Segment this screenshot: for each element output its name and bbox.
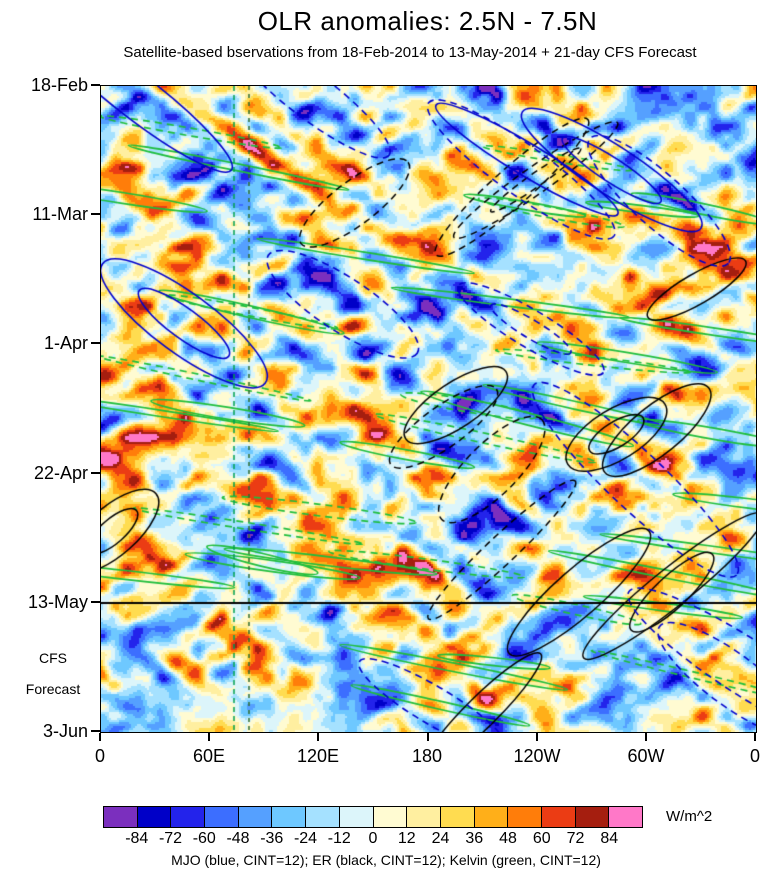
x-axis-tick-label: 0 bbox=[749, 746, 761, 766]
contour-legend: MJO (blue, CINT=12); ER (black, CINT=12)… bbox=[171, 852, 601, 868]
colorbar-tick-label: 84 bbox=[600, 830, 619, 847]
colorbar-tick-label: -36 bbox=[260, 830, 284, 847]
colorbar-box bbox=[136, 806, 172, 828]
colorbar: -84 -72 -60 -48 -36 -24 -12 0 12 24 36 4… bbox=[103, 806, 643, 847]
y-axis-tick bbox=[91, 213, 100, 215]
colorbar-tick-label: 60 bbox=[532, 830, 551, 847]
colorbar-tick-label: 36 bbox=[465, 830, 484, 847]
colorbar-box bbox=[271, 806, 307, 828]
colorbar-box bbox=[204, 806, 239, 828]
plot-area bbox=[100, 85, 757, 733]
colorbar-labels: -84 -72 -60 -48 -36 -24 -12 0 12 24 36 4… bbox=[120, 830, 626, 848]
colorbar-tick-label: 0 bbox=[368, 830, 378, 847]
x-axis-tick bbox=[427, 733, 429, 741]
y-axis-tick-label: 22-Apr bbox=[33, 463, 88, 483]
colorbar-box bbox=[372, 806, 408, 828]
x-axis-tick-label: 60E bbox=[192, 746, 226, 766]
cfs-label: CFS bbox=[39, 650, 67, 666]
y-axis-tick-label: 11-Mar bbox=[32, 204, 88, 224]
colorbar-tick-label: 12 bbox=[397, 830, 416, 847]
colorbar-tick-label: 24 bbox=[431, 830, 450, 847]
colorbar-box bbox=[237, 806, 273, 828]
colorbar-boxes bbox=[103, 806, 643, 828]
y-axis-tick bbox=[91, 730, 100, 732]
x-axis-tick bbox=[208, 733, 210, 741]
x-axis-tick-label: 0 bbox=[94, 746, 106, 766]
colorbar-box bbox=[406, 806, 441, 828]
y-axis-tick-label: 1-Apr bbox=[43, 333, 88, 353]
x-axis-tick bbox=[536, 733, 538, 741]
colorbar-box bbox=[103, 806, 138, 828]
colorbar-box bbox=[170, 806, 206, 828]
x-axis-tick-label: 120W bbox=[513, 746, 561, 766]
y-axis-tick-label: 18-Feb bbox=[30, 75, 88, 95]
y-axis-tick bbox=[91, 601, 100, 603]
colorbar-box bbox=[507, 806, 542, 828]
colorbar-box bbox=[439, 806, 475, 828]
y-axis-tick bbox=[91, 84, 100, 86]
chart-title: OLR anomalies: 2.5N - 7.5N bbox=[257, 6, 598, 36]
x-axis-tick-label: 120E bbox=[296, 746, 340, 766]
colorbar-tick-label: -24 bbox=[293, 830, 318, 847]
y-axis-tick bbox=[91, 472, 100, 474]
colorbar-tick-label: -84 bbox=[125, 830, 149, 847]
colorbar-box bbox=[338, 806, 374, 828]
colorbar-units-label: W/m^2 bbox=[666, 808, 713, 825]
colorbar-box bbox=[473, 806, 509, 828]
colorbar-box bbox=[574, 806, 610, 828]
colorbar-tick-label: -48 bbox=[226, 830, 250, 847]
x-axis-tick-label: 60W bbox=[627, 746, 665, 766]
x-axis-tick bbox=[754, 733, 756, 741]
colorbar-box bbox=[608, 806, 643, 828]
x-axis-tick bbox=[317, 733, 319, 741]
x-axis-tick bbox=[645, 733, 647, 741]
y-axis-tick-label: 3-Jun bbox=[42, 721, 88, 741]
colorbar-tick-label: -72 bbox=[158, 830, 183, 847]
hovmoller-canvas bbox=[101, 86, 756, 732]
forecast-label: Forecast bbox=[25, 681, 81, 697]
colorbar-tick-label: -60 bbox=[192, 830, 216, 847]
colorbar-tick-label: 72 bbox=[566, 830, 585, 847]
x-axis-tick bbox=[99, 733, 101, 741]
colorbar-box bbox=[305, 806, 340, 828]
y-axis-tick-label: 13-May bbox=[27, 592, 88, 612]
chart-subtitle: Satellite-based bservations from 18-Feb-… bbox=[123, 44, 697, 61]
colorbar-box bbox=[540, 806, 576, 828]
colorbar-tick-label: -12 bbox=[327, 830, 351, 847]
colorbar-tick-label: 48 bbox=[499, 830, 517, 847]
x-axis-tick-label: 180 bbox=[411, 746, 443, 766]
y-axis-tick bbox=[91, 342, 100, 344]
